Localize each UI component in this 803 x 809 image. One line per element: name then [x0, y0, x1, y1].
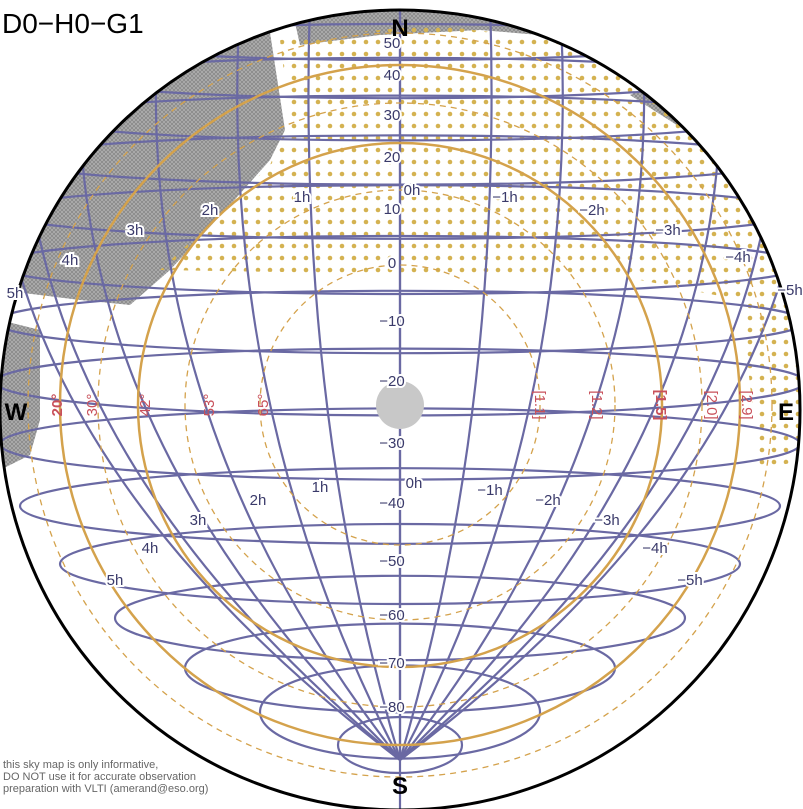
hour-angle-label: −5h — [777, 282, 802, 299]
declination-label: −10 — [379, 313, 404, 330]
declination-label: −80 — [379, 699, 404, 716]
hour-angle-label: 3h — [127, 222, 144, 239]
hour-angle-label: 5h — [7, 285, 24, 302]
north-label: N — [391, 15, 408, 42]
hour-angle-label: 2h — [202, 202, 219, 219]
shadow-region-west-lower — [0, 320, 40, 470]
declination-label: −70 — [379, 655, 404, 672]
hour-angle-label: −1h — [492, 189, 517, 206]
hour-angle-label: 1h — [294, 189, 311, 206]
declination-label: −60 — [379, 607, 404, 624]
disclaimer-line: DO NOT use it for accurate observation — [3, 771, 196, 783]
declination-label: 20 — [384, 149, 401, 166]
airmass-label: [2.0] — [703, 390, 720, 419]
airmass-label: [1.5] — [652, 390, 669, 421]
hour-angle-label: 4h — [142, 540, 159, 557]
hour-angle-label: −4h — [725, 249, 750, 266]
declination-label: −20 — [379, 373, 404, 390]
hour-angle-label: −1h — [477, 482, 502, 499]
airmass-label: [1.1] — [531, 390, 548, 419]
altitude-label: 20° — [49, 394, 66, 417]
declination-label: −40 — [379, 495, 404, 512]
altitude-label: 53° — [201, 394, 218, 417]
hour-angle-label: 5h — [107, 572, 124, 589]
disclaimer: this sky map is only informative, DO NOT… — [3, 759, 208, 795]
disclaimer-line: this sky map is only informative, — [3, 759, 159, 771]
horizon-circle — [0, 8, 802, 809]
hour-angle-label: 0h — [406, 475, 423, 492]
declination-label: 30 — [384, 107, 401, 124]
baseline-title: D0−H0−G1 — [2, 8, 144, 39]
declination-label: 50 — [384, 35, 401, 52]
airmass-label: [2.9] — [738, 390, 755, 419]
declination-label: 10 — [384, 201, 401, 218]
altitude-label: 30° — [84, 394, 101, 417]
hour-angle-label: 0h — [404, 182, 421, 199]
altitude-label: 42° — [137, 394, 154, 417]
hour-angle-label: −2h — [579, 202, 604, 219]
hour-angle-label: −5h — [677, 572, 702, 589]
altitude-label: 65° — [255, 394, 272, 417]
hour-angle-label: 2h — [250, 492, 267, 509]
altitude-circles — [27, 32, 773, 778]
west-label: W — [5, 399, 28, 426]
hour-angle-label: −2h — [535, 492, 560, 509]
east-label: E — [778, 399, 794, 426]
disclaimer-line: preparation with VLTI (amerand@eso.org) — [3, 783, 209, 795]
hour-angle-label: −3h — [594, 512, 619, 529]
declination-label: 0 — [388, 255, 396, 272]
declination-label: −50 — [379, 553, 404, 570]
hour-angle-label: 1h — [312, 479, 329, 496]
zenith-marker — [376, 381, 424, 429]
declination-label: 40 — [384, 67, 401, 84]
south-label: S — [392, 773, 408, 800]
hour-angle-label: 4h — [62, 252, 79, 269]
hour-angle-label: −4h — [642, 540, 667, 557]
airmass-label: [1.2] — [588, 390, 605, 419]
declination-label: −30 — [379, 435, 404, 452]
hour-angle-label: 3h — [190, 512, 207, 529]
hour-angle-label: −3h — [655, 222, 680, 239]
